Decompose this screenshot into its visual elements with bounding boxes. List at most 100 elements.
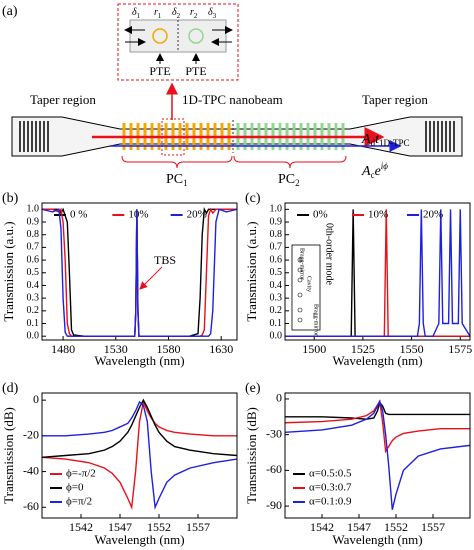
y-tick-label: -90 xyxy=(266,498,282,512)
x-tick-label: 1580 xyxy=(156,342,180,356)
y-tick-label: 0.5 xyxy=(270,267,283,278)
x-tick-label: 1557 xyxy=(186,520,210,534)
resonator xyxy=(188,28,204,44)
y-tick-label: 0.1 xyxy=(270,318,283,329)
series-line xyxy=(285,401,470,420)
y-tick-label: 0.0 xyxy=(27,330,40,341)
x-tick-label: 1575 xyxy=(448,342,472,356)
series-line xyxy=(42,399,237,510)
y-tick-label: 0.6 xyxy=(27,254,40,265)
panel-label: (d) xyxy=(2,381,19,396)
y-tick-label: -40 xyxy=(23,463,39,477)
inset-label: δ1 xyxy=(132,7,141,19)
pte-label: PTE xyxy=(185,64,206,78)
y-tick-label: 0.7 xyxy=(27,242,40,253)
x-tick-label: 1552 xyxy=(147,520,171,534)
x-axis-label: Wavelength (nm) xyxy=(332,353,422,368)
annotation: Bragg-mirror xyxy=(313,304,319,336)
y-tick-label: 0.5 xyxy=(27,267,40,278)
inset-label: r1 xyxy=(154,7,162,19)
panel-label: (c) xyxy=(245,191,261,206)
x-axis-label: Wavelength (nm) xyxy=(94,532,184,547)
x-axis-label: Wavelength (nm) xyxy=(94,353,184,368)
legend-label: 20% xyxy=(423,209,443,221)
x-tick-label: 1547 xyxy=(347,520,371,534)
legend-label: ϕ=0 xyxy=(66,482,84,494)
y-tick-label: 0.8 xyxy=(270,229,283,240)
y-tick-label: -60 xyxy=(23,499,39,513)
series-line xyxy=(285,209,470,337)
inset-label: δ3 xyxy=(208,7,217,19)
y-tick-label: 0.4 xyxy=(27,280,40,291)
x-tick-label: 1525 xyxy=(351,342,375,356)
x-tick-label: 1480 xyxy=(51,342,75,356)
brace xyxy=(233,155,347,169)
legend-label: α=0.1:0.9 xyxy=(309,496,352,508)
y-tick-label: 0.1 xyxy=(27,318,40,329)
brace xyxy=(121,155,233,169)
y-tick-label: 0.2 xyxy=(270,305,283,316)
plot-frame xyxy=(41,202,238,341)
inset-box xyxy=(117,3,239,81)
y-tick-label: -60 xyxy=(266,462,282,476)
y-tick-label: 0.6 xyxy=(270,254,283,265)
annotation: Cavity xyxy=(306,276,312,292)
plot-frame xyxy=(284,392,471,519)
legend-label: 10% xyxy=(128,209,148,221)
taper-label: Taper region xyxy=(30,92,96,107)
output-label: Adt1D-TPC xyxy=(361,132,409,148)
y-tick-label: 0.3 xyxy=(27,292,40,303)
series-line xyxy=(42,208,237,337)
taper-label: Taper region xyxy=(362,92,428,107)
panel-label: (b) xyxy=(2,191,19,206)
legend-label: 20% xyxy=(187,209,207,221)
y-tick-label: 0.7 xyxy=(270,242,283,253)
legend-label: ϕ=π/2 xyxy=(66,496,92,508)
x-tick-label: 1500 xyxy=(302,342,326,356)
inset-label: δ2 xyxy=(172,7,181,19)
legend-label: 0 % xyxy=(70,209,87,221)
legend-label: ϕ=-π/2 xyxy=(66,468,96,480)
y-axis-label: Transmission (dB) xyxy=(244,407,259,504)
y-tick-label: 1.0 xyxy=(270,204,283,215)
plot-frame xyxy=(284,202,471,341)
x-tick-label: 1542 xyxy=(69,520,93,534)
y-axis-label: Transmission (a.u.) xyxy=(1,221,16,321)
series-line xyxy=(285,399,470,454)
y-tick-label: 0.3 xyxy=(270,292,283,303)
y-tick-label: -30 xyxy=(266,426,282,440)
y-tick-label: 0.0 xyxy=(270,330,283,341)
x-tick-label: 1550 xyxy=(400,342,424,356)
x-tick-label: 1530 xyxy=(104,342,128,356)
pc-label: PC2 xyxy=(278,172,300,188)
x-tick-label: 1547 xyxy=(108,520,132,534)
legend-label: 10% xyxy=(368,209,388,221)
panel-label: (a) xyxy=(2,4,18,19)
pte-label: PTE xyxy=(149,64,170,78)
annotation: TBS xyxy=(154,253,176,267)
y-tick-label: 0.4 xyxy=(270,280,283,291)
legend-label: α=0.5:0.5 xyxy=(309,468,352,480)
annotation: 0th-order mode xyxy=(324,223,335,285)
grating xyxy=(19,121,455,152)
series-line xyxy=(42,400,237,510)
plot-frame xyxy=(41,392,238,519)
legend-label: 0% xyxy=(313,209,328,221)
legend-label: α=0.3:0.7 xyxy=(309,482,352,494)
series-line xyxy=(285,399,470,510)
y-tick-label: -20 xyxy=(23,428,39,442)
y-tick-label: 0 xyxy=(33,392,39,406)
output-label: Aceiϕ xyxy=(361,161,388,180)
inset-c xyxy=(291,244,321,331)
x-tick-label: 1552 xyxy=(384,520,408,534)
x-tick-label: 1542 xyxy=(310,520,334,534)
annotation-arrow xyxy=(139,266,163,290)
resonator xyxy=(152,28,168,44)
y-tick-label: 0 xyxy=(276,391,282,405)
x-tick-label: 1630 xyxy=(209,342,233,356)
y-axis-label: Transmission (a.u.) xyxy=(244,221,259,321)
y-tick-label: 0.8 xyxy=(27,229,40,240)
y-tick-label: 0.9 xyxy=(27,216,40,227)
y-tick-label: 0.2 xyxy=(27,305,40,316)
